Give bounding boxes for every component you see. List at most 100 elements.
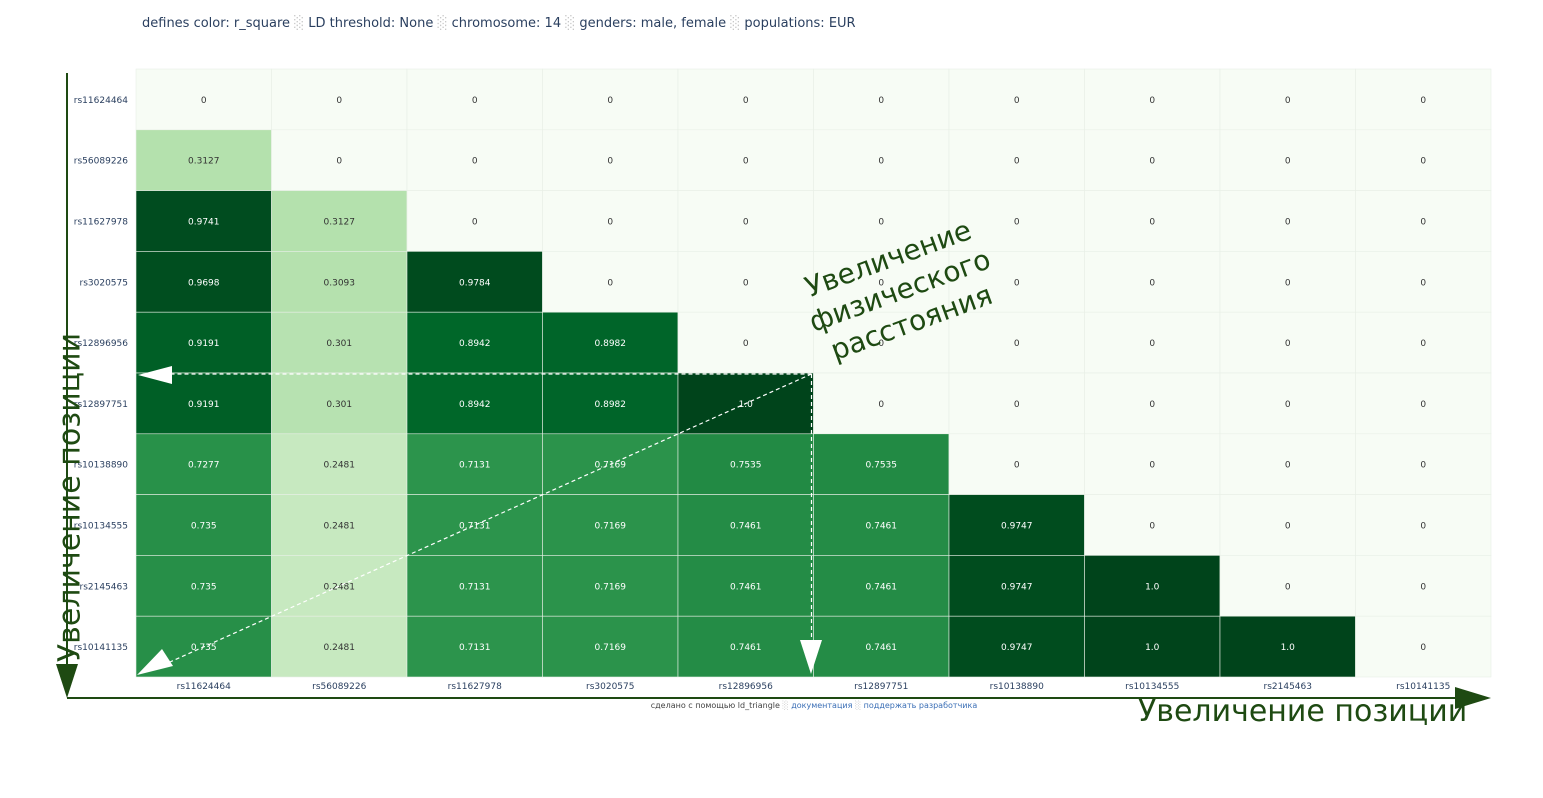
heatmap-cell (677, 251, 814, 313)
heatmap-cell-label: 0 (1285, 278, 1291, 288)
heatmap-cell (813, 251, 950, 313)
heatmap-cell-label: 0 (743, 278, 749, 288)
heatmap-cell-label: 0.2481 (324, 643, 356, 653)
heatmap-cell (948, 129, 1085, 191)
heatmap-cell-label: 0.7461 (730, 643, 762, 653)
heatmap-cell-label: 0.9191 (188, 339, 220, 349)
subtitle-separator: ░ (294, 16, 305, 31)
subtitle-ld-threshold: LD threshold: None (308, 16, 434, 31)
heatmap-cell (542, 251, 679, 313)
heatmap-cell-label: 0 (1014, 157, 1020, 167)
y-tick-label: rs10134555 (74, 522, 128, 532)
heatmap-cell-label: 0 (1420, 339, 1426, 349)
heatmap-cell (1219, 372, 1356, 435)
heatmap-cell-label: 0 (878, 218, 884, 228)
y-tick-label: rs56089226 (74, 157, 128, 167)
heatmap-cell (948, 555, 1085, 617)
heatmap-cell (1084, 372, 1221, 435)
heatmap-cell-label: 0 (1149, 522, 1155, 532)
heatmap-cell-label: 0 (1420, 522, 1426, 532)
heatmap-cell-label: 0 (607, 278, 613, 288)
heatmap-cell-label: 1.0 (1281, 643, 1296, 653)
heatmap-cell-label: 0 (1285, 522, 1291, 532)
heatmap-cell-label: 0 (1149, 278, 1155, 288)
heatmap-cell-label: 0 (336, 157, 342, 167)
heatmap-cell (271, 190, 408, 252)
ld-heatmap: 0 0 0 0 0 0 0 0 0 0 0.3127 0 0 0 0 0 0 0 0 0 0.9741 0.3127 0 0 0… (56, 68, 1492, 709)
heatmap-cell-label: 0 (1420, 461, 1426, 471)
heatmap-cell-label: 0.8942 (459, 400, 491, 410)
heatmap-cell (135, 555, 272, 617)
footer-support-link[interactable]: поддержать разработчика (863, 701, 978, 710)
heatmap-cell (677, 190, 814, 252)
x-tick-label: rs11624464 (177, 682, 231, 692)
heatmap-cell (1219, 433, 1356, 495)
heatmap-cell-label: 0 (1014, 278, 1020, 288)
heatmap-cell-label: 0 (1149, 157, 1155, 167)
heatmap-cell (1355, 555, 1492, 617)
heatmap-cell (135, 372, 272, 435)
heatmap-cell (813, 311, 950, 374)
footer-docs-link[interactable]: документация (791, 701, 853, 710)
heatmap-cell-label: 0 (1285, 582, 1291, 592)
heatmap-cell-label: 0.7131 (459, 582, 491, 592)
heatmap-cell-label: 0.7169 (595, 522, 627, 532)
diagonal-guide-line (169, 373, 812, 663)
heatmap-cell (1219, 68, 1356, 131)
heatmap-cell (948, 615, 1085, 678)
x-tick-label: rs10141135 (1396, 682, 1450, 692)
heatmap-cell (813, 129, 950, 191)
heatmap-cell (406, 433, 543, 495)
x-tick-label: rs12896956 (719, 682, 773, 692)
heatmap-cell (1355, 129, 1492, 191)
footer-separator: ░ (782, 701, 789, 710)
heatmap-cell-label: 0 (1014, 218, 1020, 228)
heatmap-cell (406, 615, 543, 678)
x-tick-label: rs12897751 (854, 682, 908, 692)
heatmap-cell-label: 0 (336, 96, 342, 106)
heatmap-cell (1219, 615, 1356, 678)
heatmap-cell-label: 0.7131 (459, 461, 491, 471)
heatmap-cell (542, 615, 679, 678)
heatmap-cell (1355, 433, 1492, 495)
heatmap-cell-label: 0.9747 (1001, 643, 1033, 653)
heatmap-cell (271, 311, 408, 374)
heatmap-cell (813, 615, 950, 678)
heatmap-cell (271, 494, 408, 556)
heatmap-cell-label: 0 (1285, 461, 1291, 471)
heatmap-cell-label: 0.8942 (459, 339, 491, 349)
heatmap-cell (677, 433, 814, 495)
x-axis-annotation: Увеличение позиции (1138, 694, 1468, 729)
heatmap-cell (677, 494, 814, 556)
heatmap-cell-label: 0 (878, 96, 884, 106)
heatmap-cell (271, 372, 408, 435)
heatmap-cell-label: 0 (1420, 157, 1426, 167)
heatmap-cell-label: 0.7131 (459, 643, 491, 653)
heatmap-cell-label: 0 (878, 339, 884, 349)
heatmap-cell-label: 0 (878, 157, 884, 167)
heatmap-cell (948, 372, 1085, 435)
heatmap-cell-labels: 0 0 0 0 0 0 0 0 0 0 0.3127 0 0 0 0 0 0 0 0 0 0.9741 0.3127 0 0 0… (188, 96, 1426, 653)
heatmap-cell-label: 0 (1149, 461, 1155, 471)
y-tick-label: rs3020575 (80, 278, 128, 288)
heatmap-cell-label: 0.735 (191, 643, 217, 653)
heatmap-cell-label: 0 (607, 218, 613, 228)
footer-separator: ░ (854, 701, 862, 710)
heatmap-cell (135, 494, 272, 556)
heatmap-cell (1219, 129, 1356, 191)
heatmap-cell (813, 555, 950, 617)
heatmap-cell (1084, 190, 1221, 252)
heatmap-cell (1355, 494, 1492, 556)
heatmap-cell-label: 0 (1149, 400, 1155, 410)
heatmap-cell-label: 0.8982 (595, 400, 627, 410)
heatmap-cell-label: 0.7461 (866, 582, 898, 592)
y-tick-labels: rs11624464 rs56089226 rs11627978 rs3020575 r… (74, 96, 128, 653)
heatmap-cell-label: 0.9747 (1001, 522, 1033, 532)
heatmap-cell (135, 129, 272, 191)
heatmap-cell (271, 251, 408, 313)
heatmap-cell-label: 0 (878, 278, 884, 288)
heatmap-cell-label: 0 (1285, 157, 1291, 167)
heatmap-cell-label: 0 (1285, 96, 1291, 106)
heatmap-cell-label: 0.7535 (866, 461, 898, 471)
heatmap-cell-label: 0 (878, 400, 884, 410)
